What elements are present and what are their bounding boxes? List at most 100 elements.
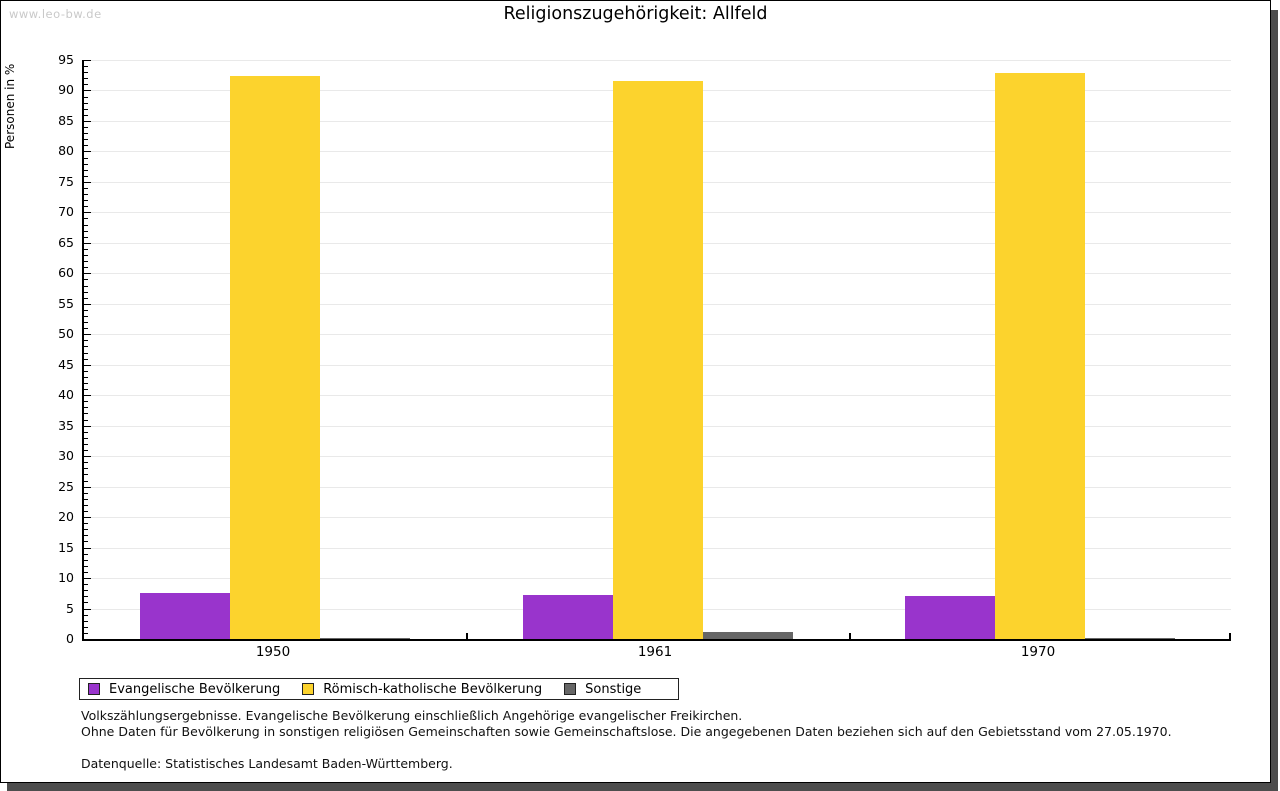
legend-item-Evangelische Bevölkerung: Evangelische Bevölkerung	[88, 682, 280, 697]
bar-1970-Evangelische Bevölkerung	[905, 596, 995, 639]
plot-area	[82, 60, 1231, 641]
y-tick-76	[84, 176, 88, 177]
y-tick-label-70: 70	[58, 204, 74, 219]
y-tick-69	[84, 218, 88, 219]
y-tick-label-35: 35	[58, 418, 74, 433]
y-tick-62	[84, 261, 88, 262]
y-tick-label-10: 10	[58, 570, 74, 585]
y-tick-37	[84, 413, 88, 414]
y-tick-11	[84, 572, 88, 573]
x-category-label-1970: 1970	[1020, 644, 1056, 660]
bar-1950-Römisch-katholische Bevölkerung	[230, 76, 320, 639]
bar-1970-Sonstige	[1085, 638, 1175, 639]
footnotes: Volkszählungsergebnisse. Evangelische Be…	[81, 708, 1221, 772]
y-tick-83	[84, 133, 88, 134]
chart-title: Religionszugehörigkeit: Allfeld	[503, 4, 768, 24]
y-tick-22	[84, 505, 88, 506]
y-tick-90	[84, 90, 91, 91]
y-tick-87	[84, 109, 88, 110]
y-axis-tick-labels: 0 5 10 15 20 25 30 35 40 45 50 55 60 65 70 75 80 85 90 95	[1, 52, 77, 646]
y-tick-10	[84, 578, 91, 579]
y-tick-13	[84, 560, 88, 561]
legend-item-Sonstige: Sonstige	[564, 682, 641, 697]
y-tick-label-5: 5	[66, 601, 74, 616]
y-tick-59	[84, 279, 88, 280]
y-tick-label-95: 95	[58, 52, 74, 67]
x-tick-1	[466, 633, 468, 639]
y-tick-50	[84, 334, 91, 335]
y-tick-45	[84, 365, 91, 366]
y-tick-79	[84, 158, 88, 159]
bar-1950-Evangelische Bevölkerung	[140, 593, 230, 639]
y-tick-56	[84, 298, 88, 299]
y-tick-39	[84, 401, 88, 402]
y-tick-label-40: 40	[58, 387, 74, 402]
y-tick-19	[84, 523, 88, 524]
y-tick-65	[84, 243, 91, 244]
y-tick-88	[84, 103, 88, 104]
y-tick-28	[84, 468, 88, 469]
y-tick-24	[84, 493, 88, 494]
y-tick-94	[84, 66, 88, 67]
y-tick-60	[84, 273, 91, 274]
y-tick-26	[84, 481, 88, 482]
y-tick-20	[84, 517, 91, 518]
y-tick-73	[84, 194, 88, 195]
legend: Evangelische Bevölkerung Römisch-katholis…	[79, 678, 679, 700]
y-tick-23	[84, 499, 88, 500]
y-tick-14	[84, 554, 88, 555]
y-tick-70	[84, 212, 91, 213]
y-tick-30	[84, 456, 91, 457]
y-tick-67	[84, 231, 88, 232]
y-tick-4	[84, 615, 88, 616]
y-tick-33	[84, 438, 88, 439]
legend-swatch-Evangelische Bevölkerung	[88, 683, 100, 695]
y-tick-2	[84, 627, 88, 628]
y-tick-66	[84, 237, 88, 238]
y-tick-52	[84, 322, 88, 323]
bar-1961-Evangelische Bevölkerung	[523, 595, 613, 639]
y-tick-49	[84, 340, 88, 341]
y-tick-5	[84, 609, 91, 610]
y-tick-77	[84, 170, 88, 171]
x-tick-2	[849, 633, 851, 639]
y-tick-64	[84, 249, 88, 250]
y-tick-71	[84, 206, 88, 207]
y-tick-85	[84, 121, 91, 122]
y-tick-91	[84, 84, 88, 85]
y-tick-29	[84, 462, 88, 463]
y-tick-84	[84, 127, 88, 128]
y-tick-label-45: 45	[58, 357, 74, 372]
y-tick-46	[84, 359, 88, 360]
legend-swatch-Sonstige	[564, 683, 577, 695]
y-tick-80	[84, 151, 91, 152]
y-tick-label-85: 85	[58, 113, 74, 128]
y-tick-51	[84, 328, 88, 329]
y-tick-27	[84, 474, 88, 475]
footnote-line-1: Volkszählungsergebnisse. Evangelische Be…	[81, 708, 743, 723]
y-tick-16	[84, 541, 88, 542]
y-tick-89	[84, 97, 88, 98]
y-tick-41	[84, 389, 88, 390]
y-tick-54	[84, 310, 88, 311]
y-tick-label-90: 90	[58, 82, 74, 97]
legend-label-Römisch-katholische Bevölkerung: Römisch-katholische Bevölkerung	[323, 681, 543, 697]
y-tick-label-15: 15	[58, 540, 74, 555]
y-tick-61	[84, 267, 88, 268]
y-tick-7	[84, 596, 88, 597]
y-tick-44	[84, 371, 88, 372]
footnote-line-2: Ohne Daten für Bevölkerung in sonstigen …	[81, 723, 1172, 739]
y-tick-93	[84, 72, 88, 73]
y-tick-34	[84, 432, 88, 433]
y-tick-53	[84, 316, 88, 317]
y-tick-12	[84, 566, 88, 567]
y-tick-label-50: 50	[58, 326, 74, 341]
y-tick-3	[84, 621, 88, 622]
y-tick-18	[84, 529, 88, 530]
bar-1961-Römisch-katholische Bevölkerung	[613, 81, 703, 639]
y-tick-48	[84, 346, 88, 347]
gridline-95	[84, 60, 1231, 61]
y-tick-label-25: 25	[58, 479, 74, 494]
y-tick-40	[84, 395, 91, 396]
y-tick-75	[84, 182, 91, 183]
